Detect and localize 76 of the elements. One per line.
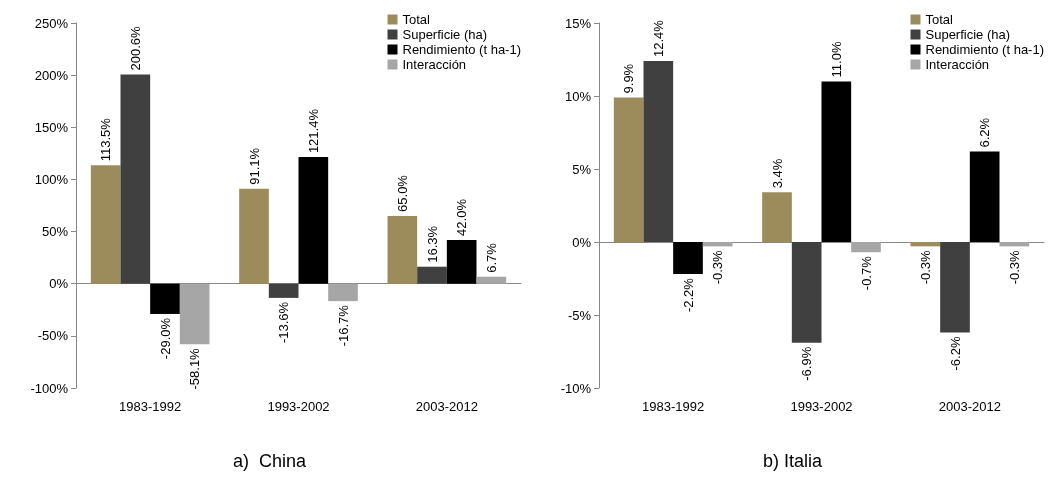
- data-label: 16.3%: [424, 225, 440, 263]
- data-label: -13.6%: [276, 301, 292, 344]
- text: a) China: [232, 451, 307, 471]
- bar: [268, 283, 299, 298]
- data-label: 12.4%: [650, 19, 666, 57]
- data-label: -29.0%: [157, 317, 173, 360]
- bar: [969, 151, 1000, 242]
- data-label: 6.7%: [483, 242, 499, 273]
- bar: [120, 74, 151, 284]
- data-label: -58.1%: [187, 347, 203, 390]
- bar: [673, 242, 703, 275]
- data-label: 121.4%: [305, 108, 321, 154]
- legend-label: Rendimiento (t ha-1): [925, 42, 1044, 57]
- data-label: 3.4%: [769, 158, 785, 189]
- y-tick-label: 5%: [572, 161, 592, 177]
- legend-label: Interacción: [925, 57, 990, 72]
- y-tick-label: 10%: [564, 88, 592, 104]
- data-label: 6.2%: [977, 117, 993, 148]
- y-tick-label: 0%: [572, 234, 592, 250]
- bar: [476, 276, 507, 284]
- legend-label: Rendimiento (t ha-1): [402, 42, 521, 57]
- data-label: 91.1%: [246, 147, 262, 185]
- x-tick-label: 1983-1992: [642, 399, 705, 414]
- data-label: -0.7%: [858, 255, 874, 291]
- legend-label: Superficie (ha): [925, 27, 1011, 42]
- y-tick-label: 150%: [34, 119, 69, 135]
- x-tick-label: 1993-2002: [790, 399, 853, 414]
- data-label: 11.0%: [828, 41, 844, 78]
- bar: [643, 60, 674, 242]
- x-tick-label: 2003-2012: [415, 399, 478, 414]
- legend-label: Total: [925, 12, 954, 27]
- y-tick-label: 0%: [49, 276, 69, 292]
- data-label: -0.3%: [710, 249, 726, 285]
- bar: [179, 283, 210, 345]
- y-tick-label: -50%: [37, 328, 69, 344]
- bar: [417, 266, 447, 284]
- bar: [387, 215, 418, 284]
- data-label: 42.0%: [454, 198, 470, 236]
- data-label: 65.0%: [394, 174, 410, 212]
- legend-label: Interacción: [402, 57, 467, 72]
- data-label: -16.7%: [335, 304, 351, 347]
- x-tick-label: 1983-1992: [119, 399, 182, 414]
- y-tick-label: -10%: [560, 380, 592, 396]
- text: b) Italia: [762, 451, 823, 471]
- y-tick-label: 250%: [34, 15, 69, 31]
- data-label: -6.2%: [947, 336, 963, 371]
- y-tick-label: -100%: [30, 380, 69, 396]
- bar: [150, 283, 180, 314]
- data-label: 113.5%: [98, 117, 114, 162]
- y-tick-label: 15%: [564, 15, 592, 31]
- bar: [762, 192, 792, 242]
- y-tick-label: 100%: [34, 171, 69, 187]
- bar: [328, 283, 358, 302]
- bar: [90, 165, 121, 284]
- x-tick-label: 2003-2012: [938, 399, 1001, 414]
- x-tick-label: 1993-2002: [267, 399, 330, 414]
- bar: [702, 242, 733, 247]
- y-tick-label: 50%: [41, 224, 69, 240]
- data-label: -0.3%: [1006, 249, 1022, 285]
- bar: [821, 81, 852, 242]
- bar: [940, 242, 970, 333]
- bar: [791, 242, 822, 343]
- bar: [851, 242, 881, 253]
- bar: [239, 188, 269, 284]
- legend-label: Total: [402, 12, 431, 27]
- data-label: -0.3%: [917, 249, 933, 285]
- data-label: -6.9%: [799, 346, 815, 381]
- bar: [446, 239, 477, 284]
- bar: [298, 157, 329, 284]
- bar: [613, 97, 644, 242]
- y-tick-label: -5%: [567, 307, 592, 323]
- y-tick-label: 200%: [34, 67, 69, 83]
- data-label: -2.2%: [680, 277, 696, 313]
- data-label: 9.9%: [621, 63, 637, 94]
- legend-label: Superficie (ha): [402, 27, 488, 42]
- data-label: 200.6%: [127, 25, 143, 71]
